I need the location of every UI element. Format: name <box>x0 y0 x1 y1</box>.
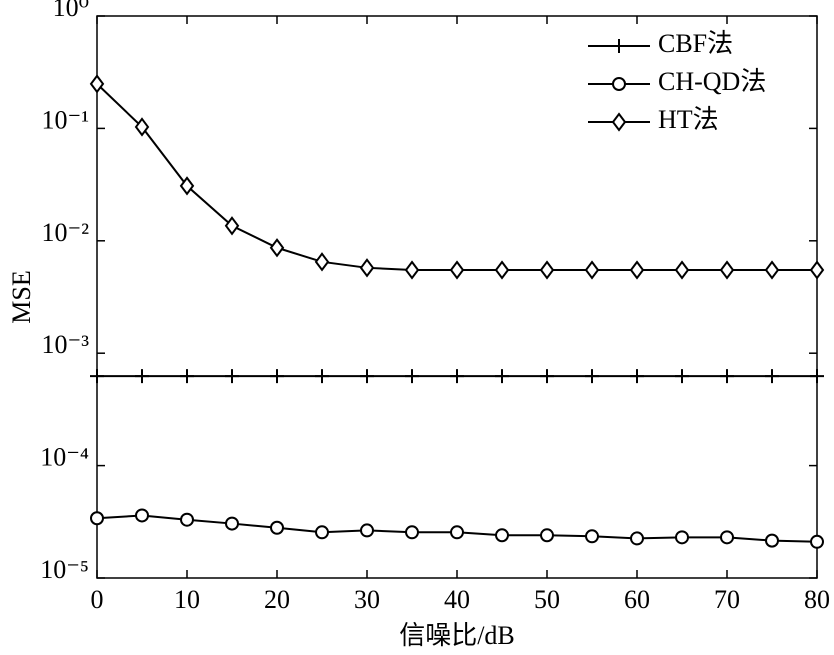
x-tick-label: 20 <box>264 585 290 614</box>
marker <box>225 516 239 531</box>
marker <box>134 117 150 137</box>
marker <box>630 369 644 384</box>
marker <box>225 369 239 384</box>
y-tick-label: 10⁰ <box>53 0 89 22</box>
marker <box>540 369 554 384</box>
marker <box>360 523 374 538</box>
marker <box>584 260 600 280</box>
marker <box>269 238 285 258</box>
x-tick-label: 50 <box>534 585 560 614</box>
marker <box>450 369 464 384</box>
marker <box>675 369 689 384</box>
legend-label: HT法 <box>658 105 719 134</box>
marker <box>810 534 824 549</box>
marker <box>315 369 329 384</box>
x-tick-label: 70 <box>714 585 740 614</box>
x-tick-label: 60 <box>624 585 650 614</box>
marker <box>539 260 555 280</box>
y-tick-label: 10⁻³ <box>41 330 89 359</box>
marker <box>809 260 825 280</box>
marker <box>495 528 509 543</box>
marker <box>404 260 420 280</box>
x-tick-label: 40 <box>444 585 470 614</box>
x-tick-label: 30 <box>354 585 380 614</box>
x-tick-label: 80 <box>804 585 830 614</box>
marker <box>629 260 645 280</box>
x-axis-label: 信噪比/dB <box>399 621 515 650</box>
y-tick-label: 10⁻² <box>41 218 89 247</box>
legend-label: CBF法 <box>658 29 733 58</box>
marker <box>180 369 194 384</box>
marker <box>675 530 689 545</box>
y-tick-label: 10⁻¹ <box>41 105 89 134</box>
marker <box>179 176 195 196</box>
marker <box>810 369 824 384</box>
marker <box>359 258 375 278</box>
marker <box>630 531 644 546</box>
marker <box>450 525 464 540</box>
marker <box>495 369 509 384</box>
marker <box>674 260 690 280</box>
marker <box>720 530 734 545</box>
marker <box>611 112 627 132</box>
y-tick-label: 10⁻⁵ <box>40 555 89 584</box>
marker <box>585 369 599 384</box>
legend-label: CH-QD法 <box>658 67 766 96</box>
x-tick-label: 10 <box>174 585 200 614</box>
marker <box>540 528 554 543</box>
marker <box>719 260 735 280</box>
legend: CBF法 CH-QD法 HT法 <box>588 29 766 134</box>
marker <box>180 512 194 527</box>
marker <box>360 369 374 384</box>
marker <box>315 525 329 540</box>
marker <box>314 252 330 272</box>
marker <box>449 260 465 280</box>
marker <box>764 260 780 280</box>
marker <box>270 520 284 535</box>
marker <box>612 39 626 53</box>
marker <box>90 511 104 526</box>
marker <box>765 533 779 548</box>
marker <box>720 369 734 384</box>
marker <box>494 260 510 280</box>
marker <box>612 77 626 91</box>
marker <box>405 369 419 384</box>
y-axis-label: MSE <box>7 270 36 323</box>
marker <box>765 369 779 384</box>
y-tick-label: 10⁻⁴ <box>40 443 89 472</box>
marker <box>89 74 105 94</box>
x-tick-label: 0 <box>91 585 104 614</box>
marker <box>90 369 104 384</box>
marker <box>135 508 149 523</box>
marker <box>270 369 284 384</box>
marker <box>585 529 599 544</box>
marker <box>135 369 149 384</box>
marker <box>224 216 240 236</box>
marker <box>405 525 419 540</box>
plot-frame <box>96 15 818 579</box>
